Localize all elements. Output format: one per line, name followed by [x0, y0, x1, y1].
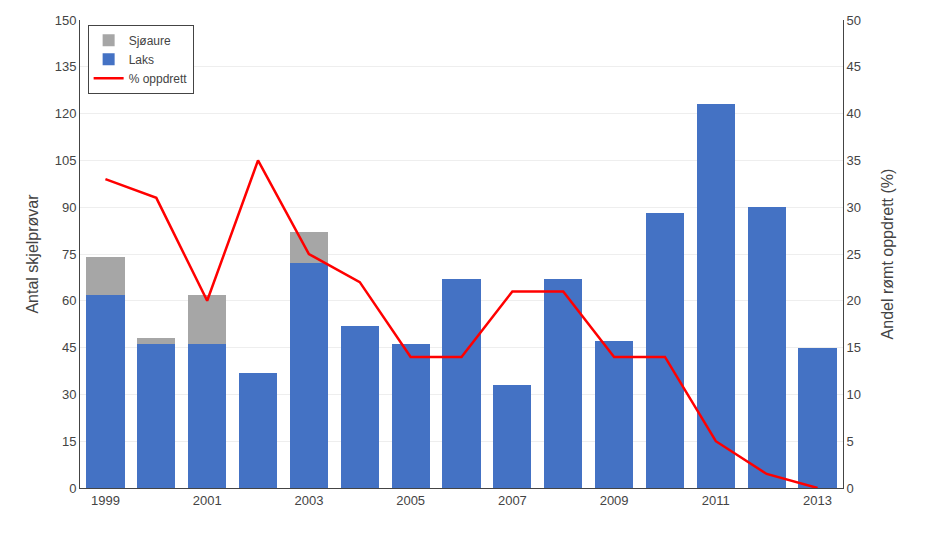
- svg-text:30: 30: [62, 387, 76, 402]
- svg-text:0: 0: [847, 481, 854, 496]
- svg-text:5: 5: [847, 434, 854, 449]
- svg-text:90: 90: [62, 200, 76, 215]
- svg-text:Laks: Laks: [129, 53, 154, 67]
- svg-text:1999: 1999: [91, 493, 120, 508]
- svg-text:20: 20: [847, 293, 861, 308]
- svg-text:15: 15: [847, 340, 861, 355]
- svg-text:Antal skjelprøvar: Antal skjelprøvar: [24, 194, 41, 314]
- svg-text:105: 105: [55, 153, 77, 168]
- svg-text:135: 135: [55, 59, 77, 74]
- svg-text:2003: 2003: [294, 493, 323, 508]
- svg-text:45: 45: [62, 340, 76, 355]
- svg-text:120: 120: [55, 106, 77, 121]
- svg-text:2007: 2007: [498, 493, 527, 508]
- svg-text:35: 35: [847, 153, 861, 168]
- svg-text:2009: 2009: [600, 493, 629, 508]
- svg-text:75: 75: [62, 247, 76, 262]
- svg-text:Sjøaure: Sjøaure: [129, 34, 171, 48]
- svg-text:45: 45: [847, 59, 861, 74]
- svg-text:0: 0: [69, 481, 76, 496]
- svg-text:40: 40: [847, 106, 861, 121]
- svg-text:2001: 2001: [193, 493, 222, 508]
- svg-text:% oppdrett: % oppdrett: [129, 72, 188, 86]
- svg-text:10: 10: [847, 387, 861, 402]
- svg-text:50: 50: [847, 13, 861, 28]
- svg-text:2013: 2013: [803, 493, 832, 508]
- svg-text:150: 150: [55, 13, 77, 28]
- svg-text:60: 60: [62, 293, 76, 308]
- svg-text:30: 30: [847, 200, 861, 215]
- svg-text:25: 25: [847, 247, 861, 262]
- svg-text:Andel rømt oppdrett (%): Andel rømt oppdrett (%): [879, 169, 896, 340]
- svg-text:15: 15: [62, 434, 76, 449]
- svg-text:2005: 2005: [396, 493, 425, 508]
- svg-text:2011: 2011: [702, 493, 730, 508]
